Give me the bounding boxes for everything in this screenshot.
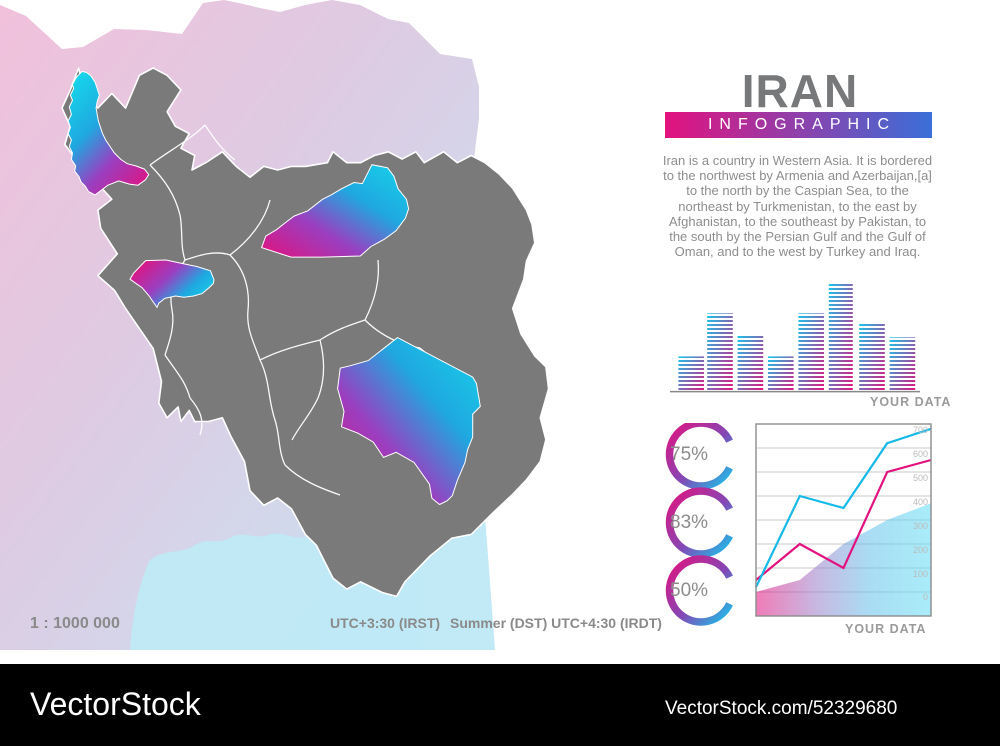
svg-text:700: 700 (913, 425, 928, 435)
svg-text:400: 400 (913, 497, 928, 507)
svg-text:200: 200 (913, 545, 928, 555)
svg-text:300: 300 (913, 521, 928, 531)
svg-text:100: 100 (913, 569, 928, 579)
svg-text:0: 0 (923, 592, 928, 602)
svg-text:600: 600 (913, 449, 928, 459)
svg-text:500: 500 (913, 473, 928, 483)
